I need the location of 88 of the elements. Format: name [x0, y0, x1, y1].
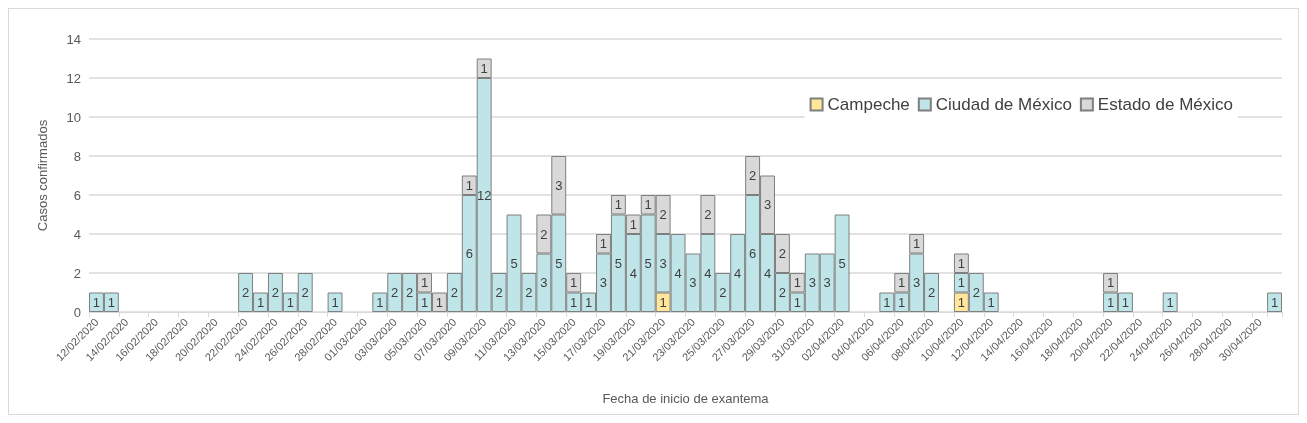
data-label: 5	[838, 255, 846, 271]
data-label: 1	[435, 294, 444, 310]
data-label: 5	[644, 255, 652, 271]
data-label: 1	[480, 60, 488, 76]
data-label: 2	[972, 285, 980, 300]
data-label: 2	[704, 207, 712, 222]
data-label: 1	[898, 294, 906, 310]
data-label: 2	[301, 285, 309, 300]
data-label: 3	[555, 177, 563, 193]
data-label: 3	[763, 197, 772, 213]
data-label: 1	[584, 294, 593, 310]
data-label: 2	[525, 285, 533, 300]
data-label: 1	[1121, 294, 1130, 310]
data-label: 3	[659, 255, 667, 271]
data-label: 1	[987, 294, 995, 310]
data-label: 1	[570, 275, 578, 291]
data-label: 1	[644, 197, 652, 213]
data-label: 1	[614, 197, 623, 213]
data-label: 3	[540, 275, 548, 291]
data-label: 12	[476, 187, 492, 203]
y-tick-label: 8	[73, 148, 81, 164]
data-label: 1	[420, 275, 429, 291]
data-label: 5	[555, 255, 563, 271]
data-label: 2	[748, 168, 757, 183]
data-label: 1	[570, 294, 578, 310]
data-label: 1	[883, 294, 891, 310]
data-label: 3	[689, 275, 697, 291]
data-label: 1	[629, 216, 637, 232]
data-label: 1	[793, 275, 801, 291]
data-label: 4	[674, 265, 682, 281]
data-label: 1	[1106, 294, 1115, 310]
data-label: 1	[107, 294, 115, 310]
data-label: 3	[599, 275, 608, 291]
data-label: 1	[92, 294, 101, 310]
data-label: 2	[241, 285, 250, 300]
data-label: 1	[957, 275, 965, 291]
data-label: 3	[823, 275, 831, 291]
data-label: 1	[898, 275, 906, 291]
data-label: 1	[913, 236, 921, 252]
data-label: 2	[391, 285, 399, 300]
data-label: 1	[599, 236, 608, 252]
data-label: 2	[659, 207, 667, 222]
x-axis-title: Fecha de inicio de exantema	[602, 391, 770, 406]
data-label: 6	[748, 246, 757, 261]
data-label: 2	[778, 285, 787, 300]
data-label: 1	[1166, 294, 1174, 310]
data-label: 2	[927, 285, 936, 300]
data-label: 1	[256, 294, 265, 310]
data-label: 1	[420, 294, 429, 310]
data-label: 2	[271, 285, 280, 300]
y-tick-label: 2	[73, 265, 81, 281]
data-label: 3	[913, 275, 921, 291]
legend-label: Campeche	[827, 95, 910, 114]
data-label: 4	[704, 265, 712, 281]
legend-label: Estado de México	[1097, 95, 1234, 114]
data-label: 2	[406, 285, 414, 300]
data-label: 6	[465, 246, 473, 261]
data-label: 1	[1106, 275, 1115, 291]
y-tick-label: 14	[66, 31, 81, 47]
y-tick-label: 10	[66, 109, 81, 125]
y-tick-label: 0	[73, 304, 81, 320]
data-label: 3	[808, 275, 816, 291]
data-label: 1	[465, 177, 473, 193]
data-label: 5	[510, 255, 518, 271]
bar	[327, 292, 343, 312]
data-label: 4	[629, 265, 637, 281]
y-tick-label: 12	[66, 70, 81, 86]
data-label: 1	[793, 294, 801, 310]
bar	[1162, 292, 1178, 312]
data-label: 2	[719, 285, 727, 300]
data-label: 2	[495, 285, 503, 300]
y-axis-title: Casos confirmados	[35, 119, 50, 232]
legend-label: Ciudad de México	[935, 95, 1072, 114]
data-label: 1	[286, 294, 294, 310]
y-tick-label: 6	[73, 187, 81, 203]
data-label: 1	[376, 294, 384, 310]
data-label: 1	[331, 294, 339, 310]
data-label: 1	[957, 294, 965, 310]
data-label: 2	[450, 285, 458, 300]
data-label: 4	[734, 265, 742, 281]
data-label: 4	[763, 265, 772, 281]
data-label: 5	[614, 255, 623, 271]
data-label: 1	[659, 294, 667, 310]
data-label: 1	[957, 255, 965, 271]
data-label: 2	[778, 246, 787, 261]
data-label: 2	[540, 226, 548, 242]
data-label: 1	[1270, 294, 1279, 310]
y-tick-label: 4	[73, 226, 81, 242]
